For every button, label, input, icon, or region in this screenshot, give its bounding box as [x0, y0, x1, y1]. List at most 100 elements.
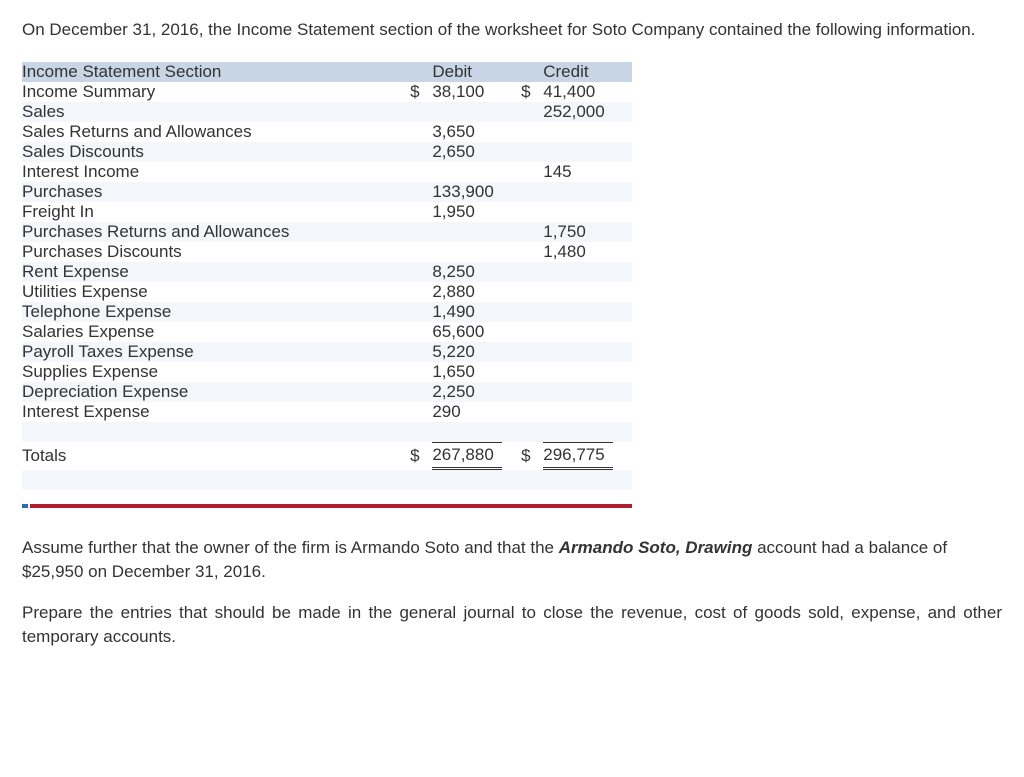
row-debit-val: 1,490	[432, 302, 521, 322]
row-debit-sym	[410, 222, 432, 242]
row-label: Income Summary	[22, 82, 410, 102]
row-credit-val	[543, 302, 632, 322]
spacer-row	[22, 422, 632, 442]
row-credit-sym	[521, 202, 543, 222]
row-credit-sym	[521, 182, 543, 202]
row-credit-val	[543, 122, 632, 142]
row-credit-val	[543, 282, 632, 302]
table-row: Freight In1,950	[22, 202, 632, 222]
header-section-label: Income Statement Section	[22, 62, 410, 82]
row-label: Sales Discounts	[22, 142, 410, 162]
table-row: Sales Returns and Allowances 3,650	[22, 122, 632, 142]
row-credit-sym: $	[521, 82, 543, 102]
row-credit-sym	[521, 102, 543, 122]
row-debit-sym	[410, 402, 432, 422]
row-credit-sym	[521, 282, 543, 302]
row-debit-sym	[410, 162, 432, 182]
row-credit-val: 1,750	[543, 222, 632, 242]
totals-row: Totals$267,880$296,775	[22, 442, 632, 470]
row-credit-val: 252,000	[543, 102, 632, 122]
row-debit-val	[432, 242, 521, 262]
table-header-row: Income Statement Section Debit Credit	[22, 62, 632, 82]
row-label: Supplies Expense	[22, 362, 410, 382]
row-label: Purchases Discounts	[22, 242, 410, 262]
row-debit-val: 2,250	[432, 382, 521, 402]
row-debit-val	[432, 162, 521, 182]
row-credit-sym	[521, 322, 543, 342]
row-credit-sym	[521, 382, 543, 402]
row-credit-val	[543, 262, 632, 282]
row-credit-val	[543, 322, 632, 342]
spacer-row	[22, 470, 632, 490]
row-credit-val	[543, 362, 632, 382]
row-label: Payroll Taxes Expense	[22, 342, 410, 362]
row-credit-val: 145	[543, 162, 632, 182]
assumption-paragraph: Assume further that the owner of the fir…	[22, 536, 1002, 584]
table-row: Sales Discounts 2,650	[22, 142, 632, 162]
row-debit-val	[432, 222, 521, 242]
row-credit-val	[543, 202, 632, 222]
para1-pre: Assume further that the owner of the fir…	[22, 538, 559, 557]
row-label: Utilities Expense	[22, 282, 410, 302]
row-credit-val	[543, 382, 632, 402]
row-label: Purchases Returns and Allowances	[22, 222, 410, 242]
row-label: Rent Expense	[22, 262, 410, 282]
table-row: Supplies Expense 1,650	[22, 362, 632, 382]
instruction-paragraph: Prepare the entries that should be made …	[22, 601, 1002, 649]
totals-credit-sym: $	[521, 442, 543, 470]
row-label: Interest Income	[22, 162, 410, 182]
row-debit-val: 8,250	[432, 262, 521, 282]
row-label: Salaries Expense	[22, 322, 410, 342]
row-debit-val	[432, 102, 521, 122]
header-debit-sym	[410, 62, 432, 82]
totals-credit-val: 296,775	[543, 442, 632, 470]
header-credit: Credit	[543, 62, 632, 82]
row-credit-val: 1,480	[543, 242, 632, 262]
intro-paragraph: On December 31, 2016, the Income Stateme…	[22, 18, 1002, 42]
row-debit-sym	[410, 102, 432, 122]
header-credit-sym	[521, 62, 543, 82]
row-credit-sym	[521, 302, 543, 322]
row-debit-val: 38,100	[432, 82, 521, 102]
row-credit-val: 41,400	[543, 82, 632, 102]
row-debit-sym	[410, 202, 432, 222]
row-label: Sales Returns and Allowances	[22, 122, 410, 142]
table-row: Utilities Expense 2,880	[22, 282, 632, 302]
table-row: Sales 252,000	[22, 102, 632, 122]
divider-line	[22, 504, 632, 508]
row-debit-val: 65,600	[432, 322, 521, 342]
row-credit-val	[543, 342, 632, 362]
header-debit: Debit	[432, 62, 521, 82]
table-row: Telephone Expense 1,490	[22, 302, 632, 322]
row-debit-sym	[410, 122, 432, 142]
row-debit-val: 290	[432, 402, 521, 422]
row-credit-sym	[521, 222, 543, 242]
table-row: Interest Income 145	[22, 162, 632, 182]
totals-debit-sym: $	[410, 442, 432, 470]
row-debit-val: 2,880	[432, 282, 521, 302]
row-credit-val	[543, 182, 632, 202]
table-row: Depreciation Expense 2,250	[22, 382, 632, 402]
table-row: Salaries Expense 65,600	[22, 322, 632, 342]
row-label: Purchases	[22, 182, 410, 202]
row-label: Telephone Expense	[22, 302, 410, 322]
row-label: Sales	[22, 102, 410, 122]
row-debit-val: 3,650	[432, 122, 521, 142]
row-label: Interest Expense	[22, 402, 410, 422]
row-debit-val: 133,900	[432, 182, 521, 202]
row-credit-sym	[521, 122, 543, 142]
row-credit-sym	[521, 402, 543, 422]
table-row: Purchases Discounts 1,480	[22, 242, 632, 262]
para1-bold: Armando Soto, Drawing	[559, 538, 753, 557]
row-label: Depreciation Expense	[22, 382, 410, 402]
row-debit-val: 2,650	[432, 142, 521, 162]
row-debit-sym	[410, 362, 432, 382]
totals-label: Totals	[22, 442, 410, 470]
row-credit-sym	[521, 362, 543, 382]
row-credit-sym	[521, 262, 543, 282]
row-debit-sym: $	[410, 82, 432, 102]
row-debit-sym	[410, 262, 432, 282]
row-debit-val: 1,650	[432, 362, 521, 382]
table-row: Interest Expense 290	[22, 402, 632, 422]
row-debit-sym	[410, 182, 432, 202]
